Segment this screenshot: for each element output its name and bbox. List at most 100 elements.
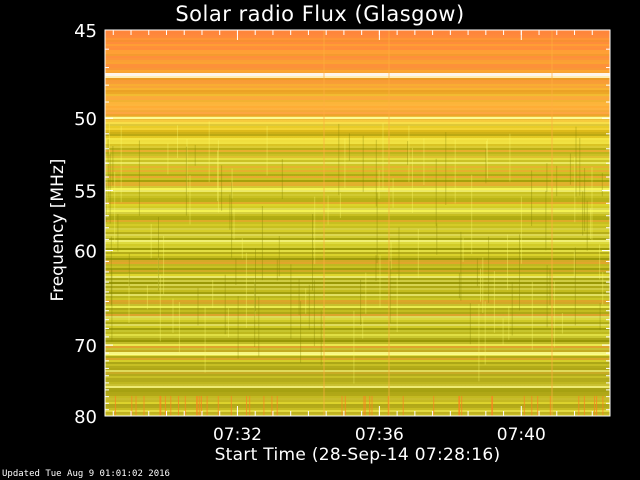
spectrum-column xyxy=(106,160,108,218)
interference-spike xyxy=(230,396,232,416)
y-tick-label: 55 xyxy=(74,181,97,202)
interference-spike xyxy=(549,396,551,416)
spectrum-column xyxy=(591,167,593,242)
spectrum-stripe xyxy=(105,60,610,62)
spectrum-column xyxy=(360,279,362,325)
spectrum-stripe xyxy=(105,412,610,414)
spectrum-column xyxy=(114,171,116,244)
spectrum-stripe xyxy=(105,190,610,192)
spectrum-stripe xyxy=(105,144,610,146)
spectrogram-columns xyxy=(105,30,611,416)
spectrum-column xyxy=(105,183,107,223)
spectrum-stripe xyxy=(105,356,610,358)
spectrum-stripe xyxy=(105,376,610,378)
spectrum-column xyxy=(266,125,268,176)
spectrum-stripe xyxy=(105,224,610,226)
spectrum-column xyxy=(305,288,307,314)
spectrum-column xyxy=(599,303,601,331)
spectrum-column xyxy=(508,306,510,340)
spectrum-stripe xyxy=(105,120,610,122)
spectrum-column xyxy=(261,206,263,281)
spectrum-stripe xyxy=(105,382,610,384)
spectrum-column xyxy=(241,238,243,259)
spectrum-column xyxy=(482,257,484,313)
interference-spike xyxy=(249,396,251,416)
spectrum-column xyxy=(574,247,576,326)
spectrum-column xyxy=(138,140,140,216)
spectrum-column xyxy=(167,143,169,175)
interference-spike xyxy=(159,396,161,416)
spectrum-stripe xyxy=(105,124,610,126)
spectrum-stripe xyxy=(105,132,610,134)
spectrum-column xyxy=(511,281,513,336)
spectrum-column xyxy=(159,274,161,342)
spectrum-stripe xyxy=(105,64,610,66)
spectrum-stripe xyxy=(105,58,610,60)
spectrum-stripe xyxy=(105,246,610,248)
spectrum-stripe xyxy=(105,374,610,376)
interference-spike xyxy=(246,396,247,416)
spectrum-column xyxy=(389,261,391,323)
spectrum-stripe xyxy=(105,208,610,210)
interference-spike xyxy=(344,396,346,416)
spectrum-stripe xyxy=(105,156,610,158)
spectrum-stripe xyxy=(105,392,610,394)
spectrum-stripe xyxy=(105,44,610,46)
spectrum-stripe xyxy=(105,128,610,130)
spectrum-stripe xyxy=(105,56,610,58)
spectrum-column xyxy=(231,168,233,199)
spectrum-stripe xyxy=(105,266,610,268)
spectrum-stripe xyxy=(105,298,610,300)
spectrum-stripe xyxy=(105,174,610,176)
spectrum-column xyxy=(584,168,586,232)
spectrum-stripe xyxy=(105,276,610,278)
spectrum-stripe xyxy=(105,126,610,128)
spectrum-column xyxy=(519,234,520,311)
spectrum-stripe xyxy=(105,320,610,322)
spectrum-column xyxy=(235,258,237,286)
spectrum-column xyxy=(411,147,413,213)
spectrum-column xyxy=(227,308,229,338)
spectrum-column xyxy=(300,301,302,363)
spectrum-column xyxy=(362,135,364,192)
interference-spike xyxy=(369,396,371,416)
spectrum-column xyxy=(582,191,584,236)
spectrum-column xyxy=(460,231,462,301)
spectrum-stripe xyxy=(105,184,610,186)
spectrum-stripe xyxy=(105,310,610,312)
spectrum-stripe xyxy=(105,344,610,346)
spectrum-stripe xyxy=(105,182,610,184)
spectrum-stripe xyxy=(105,302,610,304)
spectrum-stripe xyxy=(105,372,610,374)
spectrum-column xyxy=(546,163,548,192)
spectrum-stripe xyxy=(105,138,610,140)
spectrum-stripe xyxy=(105,136,610,138)
spectrum-column xyxy=(290,264,292,339)
spectrum-stripe xyxy=(105,282,610,284)
spectrum-column xyxy=(233,209,235,240)
interference-spike xyxy=(364,396,366,416)
spectrum-stripe xyxy=(105,62,610,64)
spectrum-column xyxy=(601,172,603,197)
spectrum-stripe xyxy=(105,236,610,238)
bright-band xyxy=(105,117,610,119)
spectrum-stripe xyxy=(105,104,610,106)
spectrum-stripe xyxy=(105,228,610,230)
y-tick-label: 45 xyxy=(74,21,97,42)
spectrum-stripe xyxy=(105,32,610,34)
spectrum-stripe xyxy=(105,170,610,172)
spectrum-stripe xyxy=(105,410,610,412)
spectrum-column xyxy=(237,296,239,359)
spectrum-stripe xyxy=(105,394,610,396)
interference-spike xyxy=(131,396,133,416)
spectrum-stripe xyxy=(105,192,610,194)
spectrum-stripe xyxy=(105,112,610,114)
spectrum-column xyxy=(254,282,256,347)
spectrum-stripe xyxy=(105,80,610,82)
spectrum-column xyxy=(163,235,165,295)
spectrum-stripe xyxy=(105,364,610,366)
interference-spike xyxy=(583,396,585,416)
spectrum-column xyxy=(120,126,122,203)
spectrum-stripe xyxy=(105,404,610,406)
spectrum-stripe xyxy=(105,234,610,236)
